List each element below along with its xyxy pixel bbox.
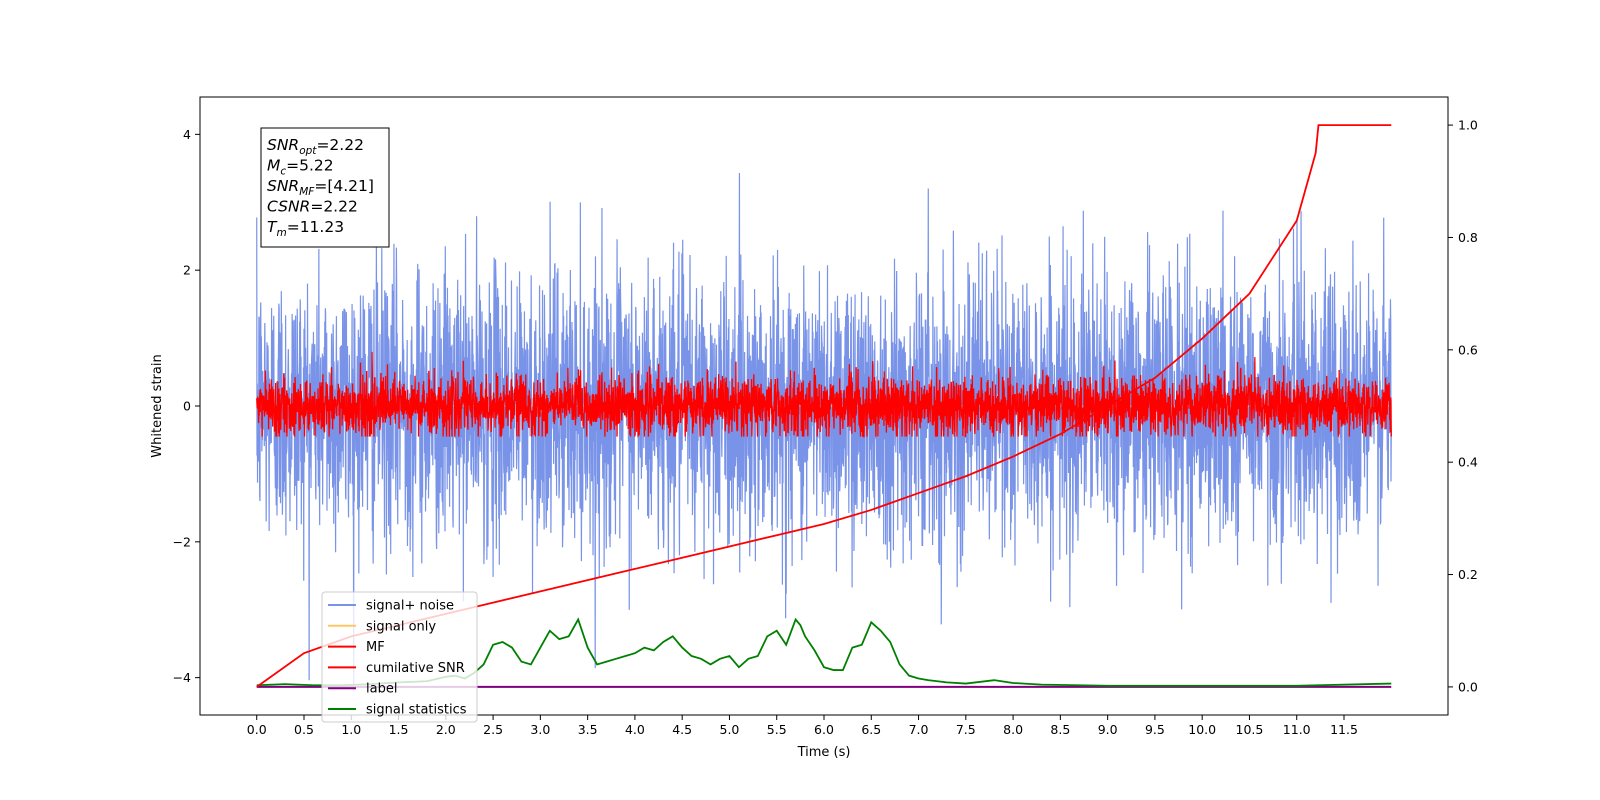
x-tick-label: 3.5 [578, 722, 598, 737]
series-mf [256, 351, 1392, 438]
legend-label: cumilative SNR [366, 661, 465, 676]
y-axis-label: Whitened strain [150, 354, 165, 457]
y-tick-label: 2 [183, 263, 191, 278]
y-tick-label: 4 [183, 127, 191, 142]
y2-tick-label: 0.2 [1458, 567, 1478, 582]
annotation-line: Tm=11.23 [267, 218, 344, 239]
x-tick-label: 0.5 [294, 722, 314, 737]
x-tick-label: 6.5 [861, 722, 881, 737]
annotation-line: SNRMF=[4.21] [267, 177, 374, 198]
x-tick-label: 2.0 [436, 722, 456, 737]
y2-tick-label: 0.6 [1458, 342, 1478, 357]
y-tick-label: 0 [183, 399, 191, 414]
annotation-line: Mc=5.22 [267, 157, 334, 178]
x-tick-label: 10.5 [1236, 722, 1264, 737]
x-tick-label: 8.5 [1050, 722, 1070, 737]
annotation-line: SNRopt=2.22 [267, 136, 364, 157]
x-tick-label: 11.5 [1330, 722, 1358, 737]
x-tick-label: 9.0 [1098, 722, 1118, 737]
legend: signal+ noise signal only MF cumilative SNR… [321, 591, 478, 723]
x-tick-label: 5.5 [767, 722, 787, 737]
x-tick-label: 9.5 [1145, 722, 1165, 737]
y-tick-label: −4 [173, 670, 191, 685]
x-tick-label: 8.0 [1003, 722, 1023, 737]
y2-axis-ticks: 0.0 0.2 0.4 0.6 0.8 1.0 [1448, 118, 1478, 694]
y-tick-label: −2 [173, 534, 191, 549]
y2-tick-label: 1.0 [1458, 118, 1478, 133]
legend-label: signal statistics [366, 703, 467, 718]
x-tick-label: 7.5 [956, 722, 976, 737]
x-tick-label: 1.0 [341, 722, 361, 737]
x-tick-label: 4.5 [672, 722, 692, 737]
y-axis-ticks: −4 −2 0 2 4 [173, 127, 200, 685]
y2-tick-label: 0.4 [1458, 455, 1478, 470]
x-tick-label: 11.0 [1283, 722, 1311, 737]
x-tick-label: 1.5 [389, 722, 409, 737]
x-tick-label: 10.0 [1188, 722, 1216, 737]
x-tick-label: 5.0 [720, 722, 740, 737]
x-tick-label: 6.0 [814, 722, 834, 737]
series-signal-statistics [256, 617, 1392, 687]
x-tick-label: 7.0 [909, 722, 929, 737]
legend-label: MF [366, 640, 385, 655]
legend-label: label [366, 682, 397, 697]
y2-tick-label: 0.0 [1458, 679, 1478, 694]
x-tick-label: 0.0 [247, 722, 267, 737]
x-axis-label: Time (s) [797, 745, 851, 760]
y2-tick-label: 0.8 [1458, 230, 1478, 245]
x-tick-label: 2.5 [483, 722, 503, 737]
x-tick-label: 3.0 [530, 722, 550, 737]
annotation-line: CSNR=2.22 [267, 198, 358, 216]
x-tick-label: 4.0 [625, 722, 645, 737]
legend-label: signal only [366, 619, 436, 634]
x-axis-ticks: 0.0 0.5 1.0 1.5 2.0 2.5 3.0 3.5 4.0 4.5 5.0 5.5 6.0 6… [247, 715, 1358, 737]
legend-label: signal+ noise [366, 599, 454, 614]
